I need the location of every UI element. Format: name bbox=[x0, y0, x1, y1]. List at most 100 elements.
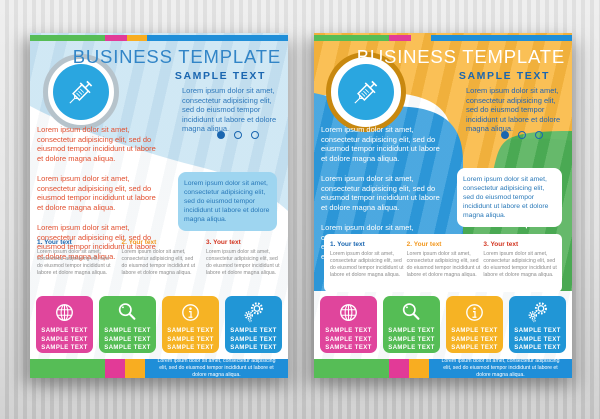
column-3-heading: 3. Your text bbox=[483, 241, 519, 248]
column-1-body: Lorem ipsum dolor sit amet, consectetur … bbox=[37, 249, 111, 276]
gears-icon bbox=[241, 300, 266, 325]
column-1-heading: 1. Your text bbox=[330, 241, 365, 248]
column-1: 1. Your text Lorem ipsum dolor sit amet,… bbox=[330, 241, 407, 279]
side-paragraph: Lorem ipsum dolor sit amet, consectetur … bbox=[321, 174, 440, 212]
info-icon bbox=[178, 300, 203, 325]
side-paragraph: Lorem ipsum dolor sit amet, consectetur … bbox=[321, 125, 440, 163]
column-3-heading: 3. Your text bbox=[206, 239, 241, 246]
footer-bar: Lorem ipsum dolor sit amet, consectetur … bbox=[30, 358, 288, 378]
tile-label-line: SAMPLE TEXT bbox=[230, 336, 277, 343]
sample-text-heading: SAMPLE TEXT bbox=[458, 70, 550, 82]
footer-segment-orange bbox=[125, 359, 145, 378]
speech-bubble: Lorem ipsum dolor sit amet, consectetur … bbox=[457, 168, 562, 227]
flyer-left: BUSINESS TEMPLATE SAMPLE TEXT Lorem ipsu… bbox=[30, 33, 288, 378]
tile-label-line: SAMPLE TEXT bbox=[41, 336, 88, 343]
column-2-body: Lorem ipsum dolor sit amet, consectetur … bbox=[406, 251, 481, 278]
feature-tiles: SAMPLE TEXT SAMPLE TEXT SAMPLE TEXT SAMP… bbox=[320, 296, 566, 353]
syringe-icon bbox=[63, 74, 99, 110]
footer-segment-pink bbox=[105, 359, 125, 378]
tile-label-line: SAMPLE TEXT bbox=[104, 345, 151, 352]
pager-dot bbox=[234, 131, 242, 139]
accent-segment-orange bbox=[127, 35, 147, 41]
column-1-body: Lorem ipsum dolor sit amet, consectetur … bbox=[330, 251, 404, 278]
pager-dot-active bbox=[217, 131, 225, 139]
pager-dots bbox=[217, 131, 259, 139]
tile-globe: SAMPLE TEXT SAMPLE TEXT SAMPLE TEXT bbox=[320, 296, 377, 353]
tile-label-line: SAMPLE TEXT bbox=[514, 345, 561, 352]
top-accent-bar bbox=[314, 35, 572, 41]
syringe-badge bbox=[326, 52, 406, 132]
page-title: BUSINESS TEMPLATE bbox=[356, 46, 565, 67]
pager-dot bbox=[518, 131, 526, 139]
column-3-body: Lorem ipsum dolor sit amet, consectetur … bbox=[483, 251, 557, 278]
column-2-body: Lorem ipsum dolor sit amet, consectetur … bbox=[121, 249, 196, 276]
top-accent-bar bbox=[30, 35, 288, 41]
tile-label-line: SAMPLE TEXT bbox=[41, 345, 88, 352]
page-title: BUSINESS TEMPLATE bbox=[72, 46, 281, 67]
footer-segment-pink bbox=[389, 359, 409, 378]
tile-label-line: SAMPLE TEXT bbox=[451, 345, 498, 352]
syringe-badge-core bbox=[53, 64, 109, 120]
sample-text-heading: SAMPLE TEXT bbox=[174, 70, 266, 82]
syringe-badge bbox=[43, 54, 119, 130]
gears-icon bbox=[525, 300, 550, 325]
accent-segment-green bbox=[314, 35, 389, 41]
magnifier-icon bbox=[115, 300, 140, 325]
magnifier-icon bbox=[399, 300, 424, 325]
syringe-icon bbox=[348, 74, 384, 110]
tile-label-line: SAMPLE TEXT bbox=[325, 328, 372, 334]
accent-segment-blue bbox=[147, 35, 288, 41]
tile-label-line: SAMPLE TEXT bbox=[167, 345, 214, 352]
speech-bubble: Lorem ipsum dolor sit amet, consectetur … bbox=[178, 172, 277, 231]
columns-panel bbox=[324, 234, 562, 292]
footer-segment-green bbox=[30, 359, 105, 378]
tile-label-line: SAMPLE TEXT bbox=[167, 328, 214, 334]
side-paragraph: Lorem ipsum dolor sit amet, consectetur … bbox=[37, 223, 156, 261]
column-2-heading: 2. Your text bbox=[121, 239, 157, 246]
column-3-body: Lorem ipsum dolor sit amet, consectetur … bbox=[206, 249, 280, 276]
feature-tiles: SAMPLE TEXT SAMPLE TEXT SAMPLE TEXT SAMP… bbox=[36, 296, 282, 353]
tile-label-line: SAMPLE TEXT bbox=[451, 336, 498, 343]
accent-segment-pink bbox=[105, 35, 127, 41]
intro-paragraph: Lorem ipsum dolor sit amet, consectetur … bbox=[466, 86, 561, 134]
tile-label-line: SAMPLE TEXT bbox=[104, 328, 151, 334]
tile-label-line: SAMPLE TEXT bbox=[388, 336, 435, 343]
side-paragraphs: Lorem ipsum dolor sit amet, consectetur … bbox=[37, 125, 161, 272]
footer-segment-orange bbox=[409, 359, 429, 378]
speech-bubble-tail bbox=[228, 214, 241, 231]
column-1-heading: 1. Your text bbox=[37, 239, 72, 246]
tile-magnifier: SAMPLE TEXT SAMPLE TEXT SAMPLE TEXT bbox=[99, 296, 156, 353]
accent-segment-blue bbox=[431, 35, 572, 41]
numbered-columns: 1. Your text Lorem ipsum dolor sit amet,… bbox=[37, 239, 283, 277]
pager-dot-active bbox=[501, 131, 509, 139]
side-paragraph: Lorem ipsum dolor sit amet, consectetur … bbox=[37, 125, 156, 163]
tile-info: SAMPLE TEXT SAMPLE TEXT SAMPLE TEXT bbox=[446, 296, 503, 353]
tile-label-line: SAMPLE TEXT bbox=[514, 336, 561, 343]
tile-info: SAMPLE TEXT SAMPLE TEXT SAMPLE TEXT bbox=[162, 296, 219, 353]
footer-note: Lorem ipsum dolor sit amet, consectetur … bbox=[145, 358, 288, 378]
column-2: 2. Your text Lorem ipsum dolor sit amet,… bbox=[407, 241, 484, 279]
speech-bubble-tail bbox=[514, 212, 527, 229]
tile-label-line: SAMPLE TEXT bbox=[325, 336, 372, 343]
tile-gears: SAMPLE TEXT SAMPLE TEXT SAMPLE TEXT bbox=[225, 296, 282, 353]
accent-segment-pink bbox=[389, 35, 411, 41]
pager-dot bbox=[251, 131, 259, 139]
footer-note: Lorem ipsum dolor sit amet, consectetur … bbox=[429, 358, 572, 378]
column-1: 1. Your text Lorem ipsum dolor sit amet,… bbox=[37, 239, 114, 277]
pager-dots bbox=[501, 131, 543, 139]
column-2-heading: 2. Your text bbox=[406, 241, 442, 248]
tile-magnifier: SAMPLE TEXT SAMPLE TEXT SAMPLE TEXT bbox=[383, 296, 440, 353]
tile-label-line: SAMPLE TEXT bbox=[325, 345, 372, 352]
tile-label-line: SAMPLE TEXT bbox=[388, 328, 435, 334]
info-icon bbox=[462, 300, 487, 325]
tile-globe: SAMPLE TEXT SAMPLE TEXT SAMPLE TEXT bbox=[36, 296, 93, 353]
column-3: 3. Your text Lorem ipsum dolor sit amet,… bbox=[206, 239, 283, 277]
footer-segment-green bbox=[314, 359, 389, 378]
column-2: 2. Your text Lorem ipsum dolor sit amet,… bbox=[122, 239, 199, 277]
tile-label-line: SAMPLE TEXT bbox=[230, 345, 277, 352]
column-3: 3. Your text Lorem ipsum dolor sit amet,… bbox=[483, 241, 560, 279]
tile-label-line: SAMPLE TEXT bbox=[167, 336, 214, 343]
tile-label-line: SAMPLE TEXT bbox=[451, 328, 498, 334]
tile-label-line: SAMPLE TEXT bbox=[41, 328, 88, 334]
